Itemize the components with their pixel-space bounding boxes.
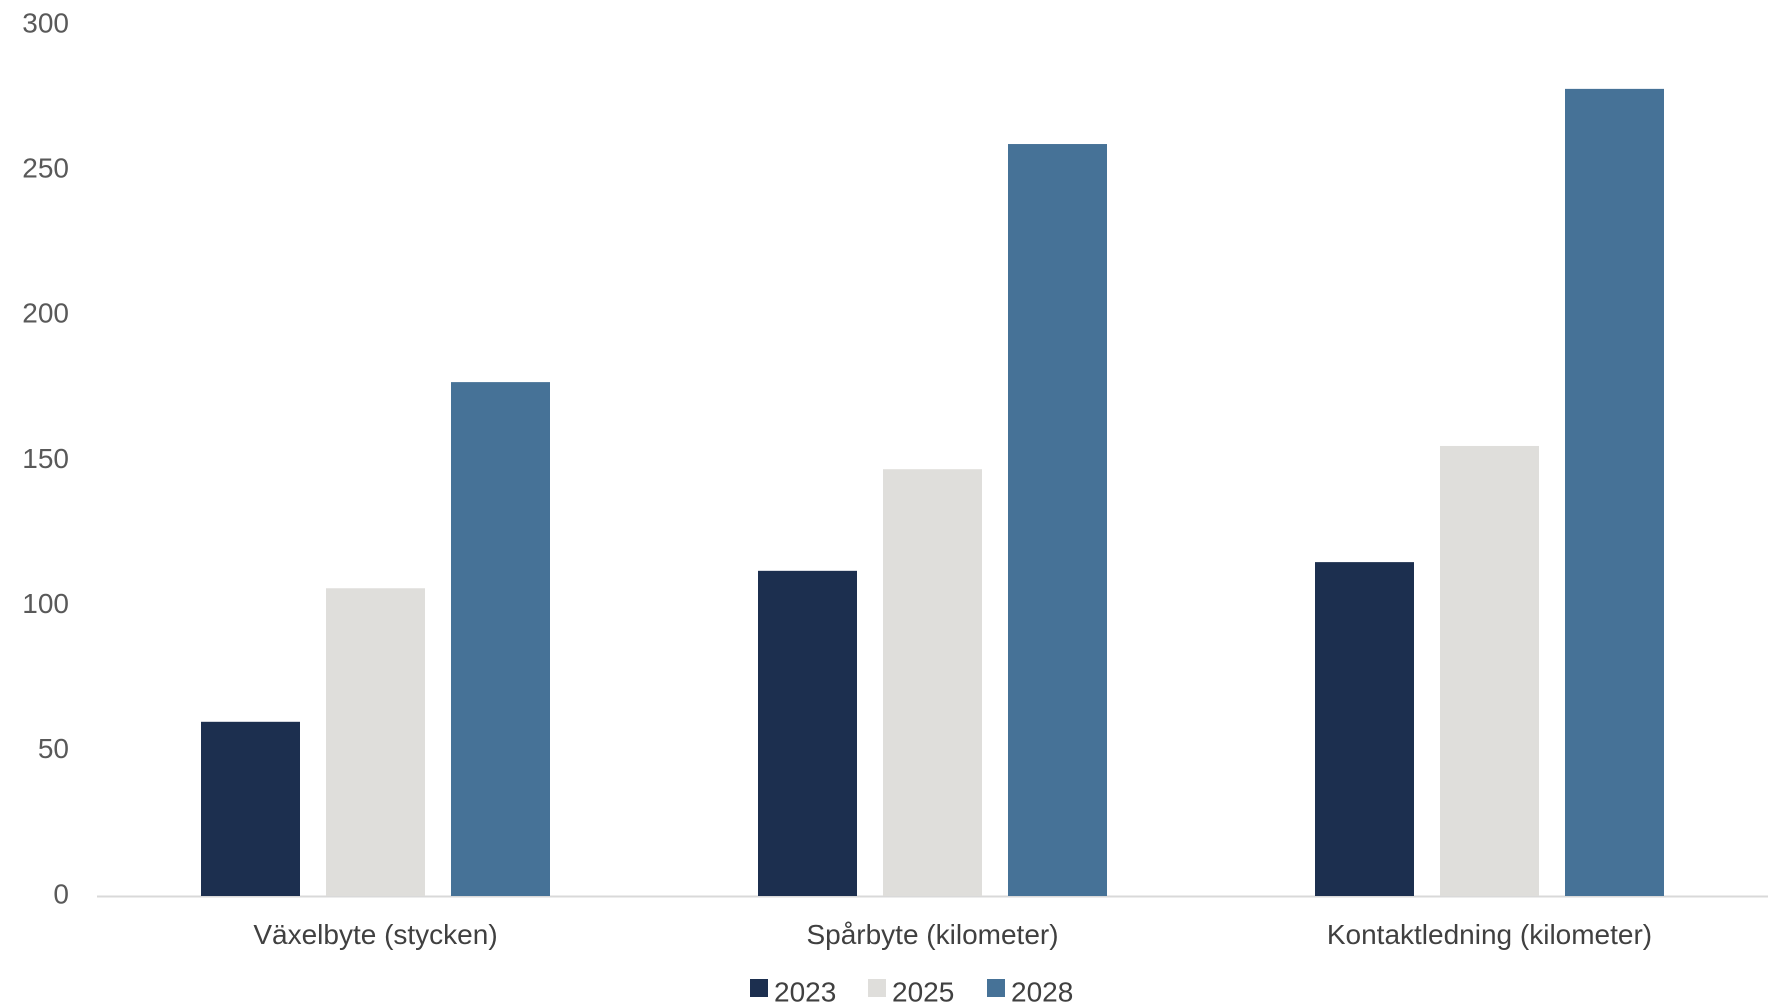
- bar-2025-2: [1440, 445, 1539, 896]
- legend-label: 2023: [774, 976, 836, 1007]
- legend-swatch-2023: [750, 979, 768, 997]
- bar-2025-1: [883, 469, 982, 896]
- legend-label: 2025: [892, 976, 954, 1007]
- legend-swatch-2025: [868, 979, 886, 997]
- category-labels: Växelbyte (stycken) Spårbyte (kilometer) K…: [253, 919, 1652, 950]
- y-tick-label: 100: [22, 588, 69, 619]
- y-tick-label: 250: [22, 153, 69, 184]
- bar-2025-0: [326, 588, 425, 896]
- bar-2023-2: [1315, 562, 1414, 896]
- category-label: Växelbyte (stycken): [253, 919, 497, 950]
- bar-2028-0: [451, 382, 550, 896]
- bars: [201, 88, 1664, 896]
- bar-2028-1: [1008, 144, 1107, 896]
- bar-2023-1: [758, 570, 857, 896]
- y-tick-label: 300: [22, 7, 69, 38]
- legend-swatch-2028: [987, 979, 1005, 997]
- y-tick-label: 0: [53, 878, 69, 909]
- bar-2023-0: [201, 721, 300, 896]
- category-label: Kontaktledning (kilometer): [1327, 919, 1652, 950]
- category-label: Spårbyte (kilometer): [806, 919, 1058, 950]
- bar-2028-2: [1565, 88, 1664, 896]
- y-tick-label: 50: [38, 733, 69, 764]
- y-axis-ticks: 0 50 100 150 200 250 300: [22, 7, 69, 909]
- legend-label: 2028: [1011, 976, 1073, 1007]
- legend: 2023 2025 2028: [750, 976, 1073, 1007]
- y-tick-label: 150: [22, 443, 69, 474]
- y-tick-label: 200: [22, 298, 69, 329]
